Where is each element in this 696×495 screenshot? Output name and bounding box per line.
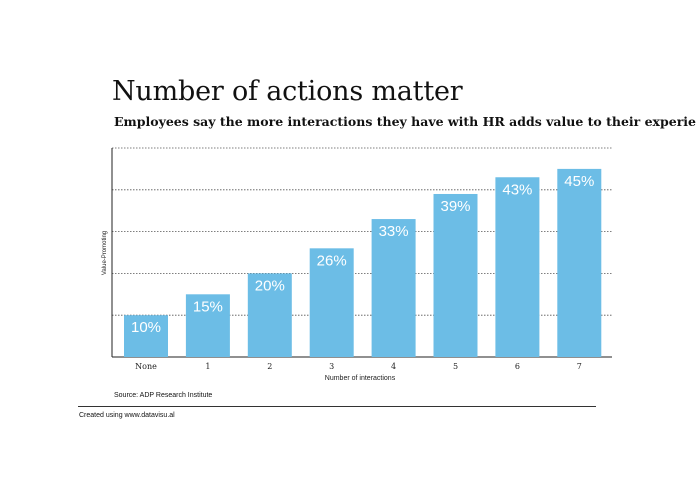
data-label: 33% <box>379 223 409 240</box>
y-axis-label: Value-Promoting <box>102 231 108 275</box>
x-tick-label: 4 <box>391 362 396 371</box>
x-axis-label: Number of interactions <box>325 375 396 382</box>
source-note: Source: ADP Research Institute <box>114 392 213 399</box>
data-label: 45% <box>564 173 594 190</box>
bar <box>124 315 168 357</box>
credit-note: Created using www.datavisu.al <box>79 412 175 419</box>
bar <box>433 193 478 357</box>
data-label: 10% <box>131 319 161 336</box>
x-tick-label: 3 <box>329 362 334 371</box>
chart-title: Number of actions matter <box>112 76 463 107</box>
x-tick-label: 5 <box>453 362 458 371</box>
chart-subtitle: Employees say the more interactions they… <box>114 114 696 129</box>
data-label: 26% <box>317 252 347 269</box>
data-label: 43% <box>502 181 532 198</box>
bar <box>371 219 416 357</box>
data-label: 39% <box>440 198 470 215</box>
x-tick-label: 7 <box>577 362 582 371</box>
bar <box>557 168 602 357</box>
bar <box>247 273 292 357</box>
data-label: 15% <box>193 298 223 315</box>
x-tick-label: 6 <box>515 362 520 371</box>
x-tick-label: 2 <box>267 362 272 371</box>
footer-divider <box>78 406 596 407</box>
bar <box>185 294 230 357</box>
bar <box>309 248 354 357</box>
bar <box>495 177 540 357</box>
x-tick-label: 1 <box>205 362 210 371</box>
x-tick-label: None <box>135 362 157 371</box>
data-label: 20% <box>255 277 285 294</box>
